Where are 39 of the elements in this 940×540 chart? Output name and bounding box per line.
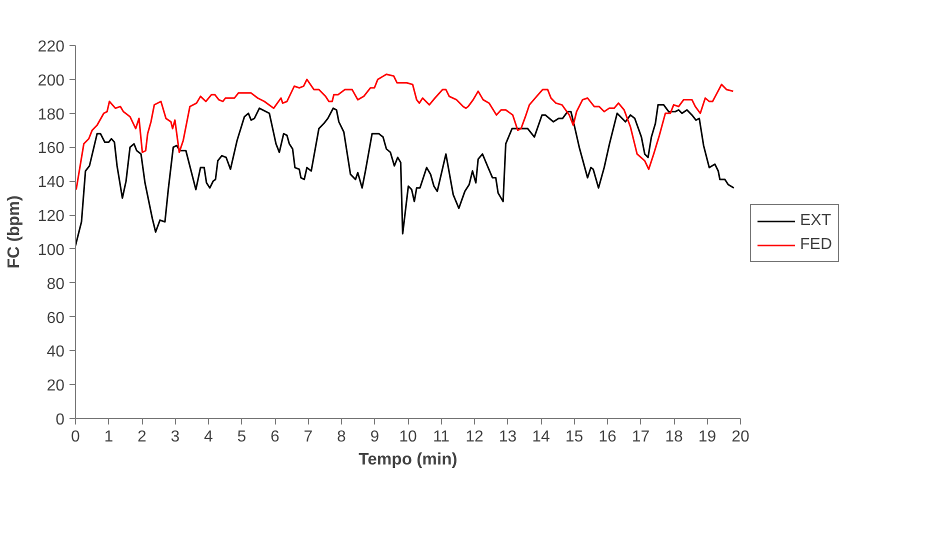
- legend-label: EXT: [800, 212, 832, 230]
- x-tick-label: 9: [370, 428, 380, 446]
- x-tick-label: 7: [304, 428, 313, 446]
- x-tick-label: 15: [565, 428, 584, 446]
- y-tick-label: 0: [56, 412, 65, 428]
- y-tick-label: 120: [38, 208, 65, 226]
- x-tick-label: 12: [466, 428, 484, 446]
- x-tick-label: 13: [498, 428, 517, 446]
- x-tick-label: 1: [104, 428, 114, 446]
- line-series: [76, 74, 734, 190]
- y-tick-label: 40: [46, 344, 65, 361]
- x-axis-title: Tempo (min): [358, 450, 458, 468]
- x-tick-label: 8: [337, 428, 346, 446]
- x-tick-label: 14: [532, 428, 550, 446]
- x-tick-label: 4: [204, 428, 214, 446]
- y-tick-label: 140: [38, 174, 65, 192]
- x-tick-label: 16: [598, 428, 616, 446]
- y-tick-label: 220: [38, 38, 65, 56]
- y-tick-label: 100: [38, 242, 65, 259]
- y-tick-label: 160: [38, 140, 65, 158]
- x-tick-label: 5: [237, 428, 246, 446]
- x-tick-label: 0: [71, 428, 80, 446]
- legend-label: FED: [800, 236, 832, 254]
- x-tick-label: 19: [698, 428, 716, 446]
- x-tick-label: 10: [399, 428, 417, 446]
- y-tick-label: 80: [46, 276, 65, 293]
- x-tick-label: 3: [170, 428, 180, 446]
- line-series: [76, 104, 735, 246]
- y-tick-label: 60: [46, 310, 65, 327]
- x-tick-label: 2: [138, 428, 147, 446]
- y-axis-title: FC (bpm): [4, 195, 23, 269]
- y-tick-label: 180: [38, 106, 65, 124]
- y-tick-label: 200: [38, 72, 65, 90]
- x-tick-label: 6: [270, 428, 280, 446]
- x-tick-label: 17: [632, 428, 650, 446]
- y-tick-label: 20: [46, 378, 65, 395]
- x-tick-label: 20: [732, 428, 750, 446]
- x-tick-label: 18: [665, 428, 683, 446]
- x-tick-label: 11: [432, 428, 450, 446]
